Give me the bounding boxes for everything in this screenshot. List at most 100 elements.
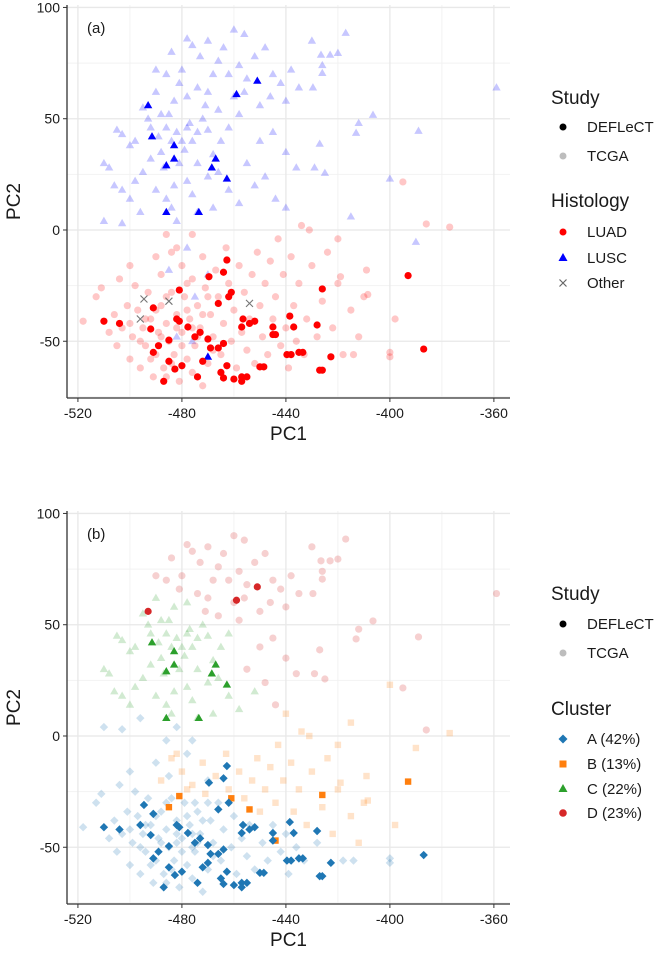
y-axis-title: PC2 xyxy=(4,689,25,726)
tcga-point-cluster-a xyxy=(182,860,192,870)
tcga-point-cluster-d xyxy=(219,549,228,558)
tcga-point-cluster-a xyxy=(190,847,200,856)
y-tick-label: 100 xyxy=(37,505,61,521)
deflect-point-luad xyxy=(269,330,277,339)
tcga-point-cluster-a xyxy=(175,883,184,892)
tcga-point-cluster-b xyxy=(412,744,420,752)
tcga-point-cluster-c xyxy=(198,620,207,628)
tcga-point-cluster-c xyxy=(99,664,109,673)
deflect-point-luad xyxy=(171,365,179,373)
deflect-point-cluster-a xyxy=(242,878,252,888)
tcga-point-cluster-b xyxy=(308,768,316,775)
tcga-point-cluster-b xyxy=(157,777,165,784)
tcga-point-lusc xyxy=(255,136,265,144)
tcga-point-lusc xyxy=(182,176,192,184)
tcga-point-cluster-c xyxy=(182,629,192,637)
tcga-point-luad xyxy=(225,279,233,287)
x-tick-label: -520 xyxy=(64,911,92,927)
tcga-point-cluster-a xyxy=(146,860,155,870)
tcga-point-cluster-a xyxy=(164,771,174,781)
deflect-point-cluster-c xyxy=(162,713,171,722)
legend-deflect-marker-b xyxy=(559,620,567,628)
tcga-point-cluster-b xyxy=(225,786,232,793)
deflect-point-lusc xyxy=(169,154,179,162)
tcga-point-cluster-a xyxy=(219,825,228,834)
tcga-point-cluster-a xyxy=(185,820,194,830)
tcga-point-cluster-a xyxy=(151,811,161,821)
tcga-point-lusc xyxy=(224,123,233,131)
x-tick-label: -480 xyxy=(168,405,196,421)
tcga-point-cluster-b xyxy=(295,786,303,793)
tcga-point-lusc xyxy=(182,34,192,42)
tcga-point-lusc xyxy=(130,176,140,184)
tcga-point-luad xyxy=(422,220,430,228)
x-axis-title: PC1 xyxy=(270,424,307,445)
deflect-point-cluster-a xyxy=(289,828,298,838)
deflect-point-cluster-a xyxy=(245,825,254,834)
tcga-point-cluster-a xyxy=(169,856,179,865)
tcga-point-luad xyxy=(186,315,194,323)
deflect-point-cluster-a xyxy=(237,828,246,838)
tcga-point-cluster-c xyxy=(208,709,218,717)
tcga-point-luad xyxy=(115,275,124,283)
tcga-point-cluster-b xyxy=(235,768,243,775)
tcga-point-cluster-a xyxy=(125,825,135,834)
tcga-point-cluster-a xyxy=(125,860,135,870)
tcga-point-cluster-a xyxy=(182,811,192,821)
tcga-point-cluster-c xyxy=(214,673,223,682)
tcga-point-cluster-a xyxy=(146,820,155,830)
tcga-point-lusc xyxy=(240,87,249,95)
tcga-point-cluster-a xyxy=(117,725,127,734)
tcga-point-cluster-a xyxy=(242,851,252,861)
tcga-point-cluster-d xyxy=(251,558,259,567)
tcga-point-lusc xyxy=(117,129,127,138)
tcga-point-lusc xyxy=(208,203,218,211)
deflect-point-cluster-a xyxy=(177,867,187,876)
tcga-point-lusc xyxy=(138,167,148,176)
tcga-point-cluster-a xyxy=(182,749,192,758)
tcga-point-luad xyxy=(264,351,272,359)
tcga-point-lusc xyxy=(286,65,296,73)
tcga-point-cluster-d xyxy=(188,547,196,555)
tcga-point-luad xyxy=(256,302,264,310)
tcga-point-lusc xyxy=(411,237,421,245)
deflect-point-cluster-a xyxy=(222,867,232,876)
tcga-point-luad xyxy=(305,226,313,234)
tcga-point-cluster-b xyxy=(347,719,355,726)
tcga-point-lusc xyxy=(234,198,244,207)
tcga-point-cluster-c xyxy=(188,695,197,704)
tcga-point-luad xyxy=(178,328,186,336)
tcga-point-cluster-d xyxy=(342,535,350,543)
y-tick-label: -50 xyxy=(40,839,60,855)
tcga-point-cluster-c xyxy=(151,593,161,601)
deflect-point-cluster-a xyxy=(164,841,174,851)
deflect-point-luad xyxy=(100,317,108,325)
tcga-point-luad xyxy=(364,290,372,299)
tcga-point-cluster-c xyxy=(167,709,176,717)
tcga-point-lusc xyxy=(188,40,197,49)
deflect-point-cluster-a xyxy=(219,845,228,854)
legend-deflect-label: DEFLeCT xyxy=(587,119,654,136)
tcga-point-lusc xyxy=(214,105,223,113)
legend-luad-marker xyxy=(559,228,567,236)
tcga-point-cluster-b xyxy=(274,741,282,749)
tcga-point-luad xyxy=(188,368,196,377)
tcga-point-cluster-a xyxy=(216,856,226,865)
tcga-point-lusc xyxy=(162,123,171,131)
tcga-point-cluster-c xyxy=(104,669,114,677)
x-tick-label: -400 xyxy=(376,405,404,421)
tcga-point-cluster-d xyxy=(175,585,183,593)
tcga-point-luad xyxy=(287,253,295,261)
tcga-point-cluster-d xyxy=(225,576,233,584)
tcga-point-cluster-c xyxy=(117,691,127,699)
tcga-point-luad xyxy=(232,364,241,372)
tcga-point-lusc xyxy=(125,141,135,149)
tcga-point-luad xyxy=(199,310,207,319)
y-tick-label: -50 xyxy=(40,333,60,349)
tcga-point-luad xyxy=(144,288,152,296)
legend-cluster-c-label: C (22%) xyxy=(587,781,642,798)
tcga-point-lusc xyxy=(242,158,252,167)
tcga-point-cluster-c xyxy=(143,620,153,628)
tcga-point-luad xyxy=(240,288,248,296)
tcga-point-cluster-a xyxy=(172,838,181,848)
